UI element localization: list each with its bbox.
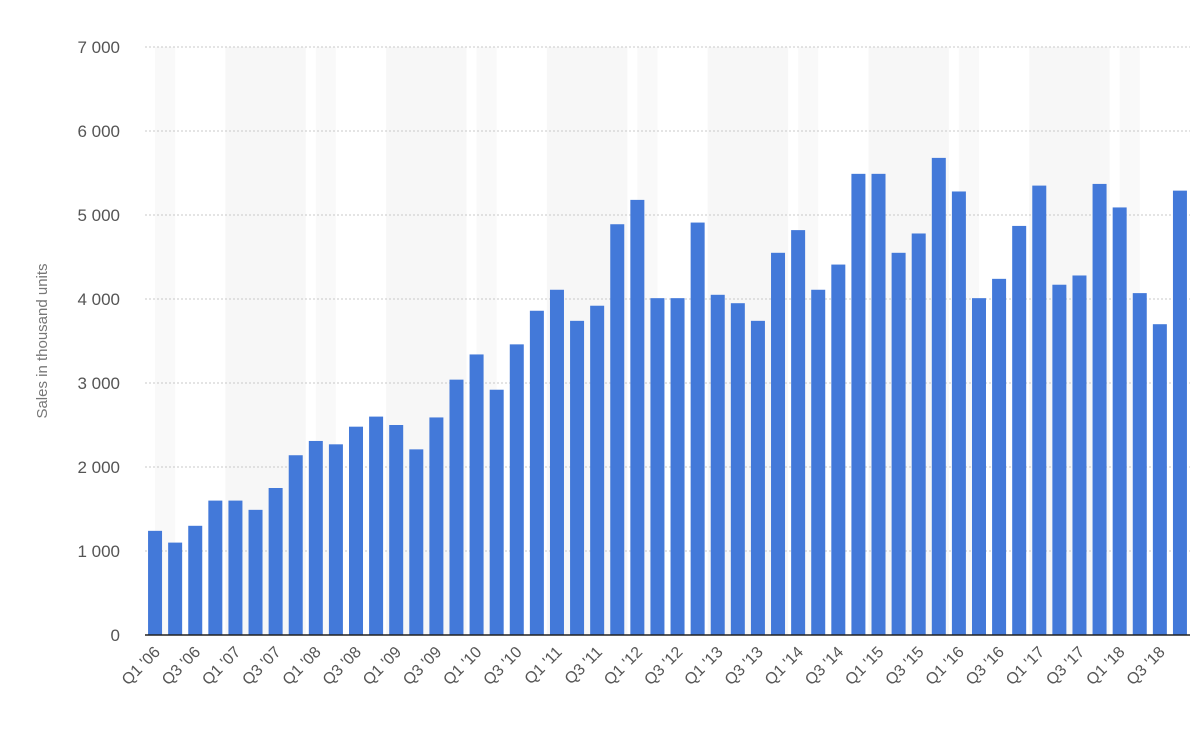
y-tick-label: 1 000 (77, 542, 120, 561)
x-tick-label: Q3 '11 (562, 644, 606, 688)
bar (1032, 185, 1047, 635)
y-tick-label: 7 000 (77, 38, 120, 57)
bar (730, 303, 745, 635)
bar (771, 252, 786, 636)
x-tick-label: Q3 '14 (802, 644, 847, 689)
bar (911, 233, 926, 636)
x-tick-label: Q1 '06 (119, 644, 164, 689)
x-tick-label: Q1 '17 (1003, 644, 1048, 689)
bar (992, 278, 1007, 635)
bar (409, 449, 424, 635)
y-tick-label: 0 (111, 626, 120, 645)
bar (429, 417, 444, 635)
x-tick-label: Q3 '12 (641, 644, 686, 689)
bar (951, 191, 966, 636)
bar (630, 199, 645, 635)
bar (469, 354, 484, 635)
x-tick-label: Q1 '14 (762, 644, 807, 689)
bar (891, 252, 906, 636)
bar (529, 310, 544, 635)
y-tick-label: 5 000 (77, 206, 120, 225)
x-tick-label: Q3 '10 (481, 644, 526, 689)
y-tick-label: 6 000 (77, 122, 120, 141)
bar (1172, 190, 1187, 635)
bar (268, 488, 283, 635)
x-tick-label: Q3 '16 (963, 644, 1008, 689)
x-tick-label: Q3 '18 (1124, 644, 1169, 689)
bar (831, 264, 846, 635)
x-tick-label: Q1 '09 (360, 644, 405, 689)
bar (1152, 324, 1167, 635)
bar (248, 509, 263, 635)
bar (389, 425, 404, 635)
bar (1132, 293, 1147, 635)
x-tick-label: Q3 '15 (883, 644, 928, 689)
bar (509, 344, 524, 635)
bar (1112, 207, 1127, 635)
x-tick-label: Q1 '15 (842, 644, 887, 689)
bar (791, 230, 806, 635)
background-bands (155, 47, 1140, 635)
bar (851, 173, 866, 635)
x-tick-label: Q1 '08 (280, 644, 325, 689)
x-tick-label: Q1 '11 (522, 644, 566, 688)
year-band (155, 47, 176, 635)
bar (811, 289, 826, 635)
x-tick-label: Q1 '13 (682, 644, 727, 689)
bar (148, 530, 163, 635)
bar (188, 525, 203, 635)
bar (1072, 275, 1087, 635)
x-tick-label: Q3 '08 (320, 644, 365, 689)
bar (228, 500, 243, 635)
bar (670, 298, 685, 635)
bar (610, 224, 625, 636)
y-tick-label: 3 000 (77, 374, 120, 393)
x-tick-label: Q1 '07 (199, 644, 244, 689)
x-tick-label: Q1 '10 (440, 644, 485, 689)
bar (1052, 284, 1067, 635)
bar (449, 379, 464, 635)
bar (971, 298, 986, 635)
x-tick-label: Q3 '09 (400, 644, 445, 689)
y-axis-ticks: 0 1 000 2 000 3 000 4 000 5 000 6 000 7 000 (77, 38, 120, 645)
bar (590, 305, 605, 635)
bar (328, 444, 343, 635)
bars (148, 157, 1187, 636)
bar (931, 157, 946, 635)
x-tick-label: Q3 '06 (159, 644, 204, 689)
bar (1092, 183, 1107, 636)
bar (549, 289, 564, 635)
bar (168, 542, 183, 635)
x-tick-label: Q3 '07 (239, 644, 284, 689)
bar (208, 500, 223, 635)
bar (308, 440, 323, 635)
bar (1012, 225, 1027, 636)
y-tick-label: 2 000 (77, 458, 120, 477)
bar (710, 294, 725, 635)
bar (650, 298, 665, 635)
bar (690, 222, 705, 635)
bar (349, 426, 364, 635)
x-tick-label: Q1 '18 (1083, 644, 1128, 689)
y-tick-label: 4 000 (77, 290, 120, 309)
bar (570, 320, 585, 635)
x-tick-label: Q1 '16 (923, 644, 968, 689)
bar (369, 416, 384, 635)
bar (288, 455, 303, 635)
bar (750, 320, 765, 635)
y-axis-title: Sales in thousand units (34, 263, 51, 418)
x-tick-label: Q1 '12 (601, 644, 646, 689)
x-tick-label: Q3 '17 (1043, 644, 1088, 689)
bar (489, 389, 504, 635)
x-tick-label: Q3 '13 (722, 644, 767, 689)
bar (871, 173, 886, 635)
